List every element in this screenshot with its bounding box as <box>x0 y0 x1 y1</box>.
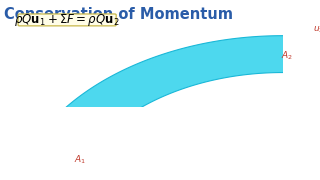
Text: $A_1$: $A_1$ <box>74 154 86 166</box>
Text: Conservation of Momentum: Conservation of Momentum <box>4 6 233 22</box>
Polygon shape <box>41 122 97 152</box>
Text: $u_1$: $u_1$ <box>0 179 1 180</box>
Text: $\rho Q\mathbf{u}_1 + \Sigma F = \rho Q\mathbf{u}_2$: $\rho Q\mathbf{u}_1 + \Sigma F = \rho Q\… <box>14 12 120 28</box>
FancyBboxPatch shape <box>18 14 116 26</box>
Text: $A_2$: $A_2$ <box>281 50 293 62</box>
Text: $u_2$: $u_2$ <box>313 24 320 35</box>
Polygon shape <box>290 36 310 73</box>
Polygon shape <box>51 36 292 142</box>
